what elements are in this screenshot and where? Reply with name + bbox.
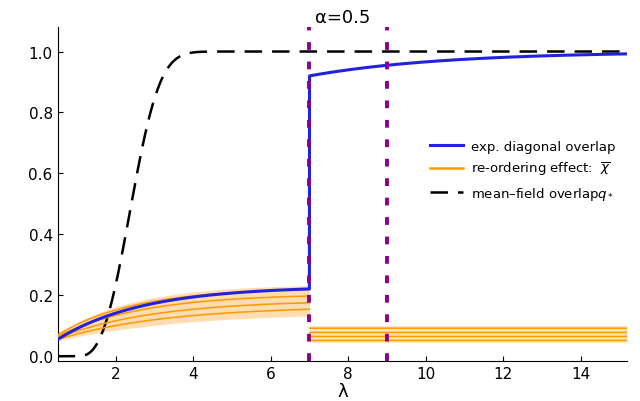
Legend: exp. diagonal overlap, re-ordering effect:  $\overline{\chi}$, mean–field overla: exp. diagonal overlap, re-ordering effec… [425,135,621,207]
X-axis label: λ: λ [337,382,348,400]
Title: α=0.5: α=0.5 [315,8,370,26]
